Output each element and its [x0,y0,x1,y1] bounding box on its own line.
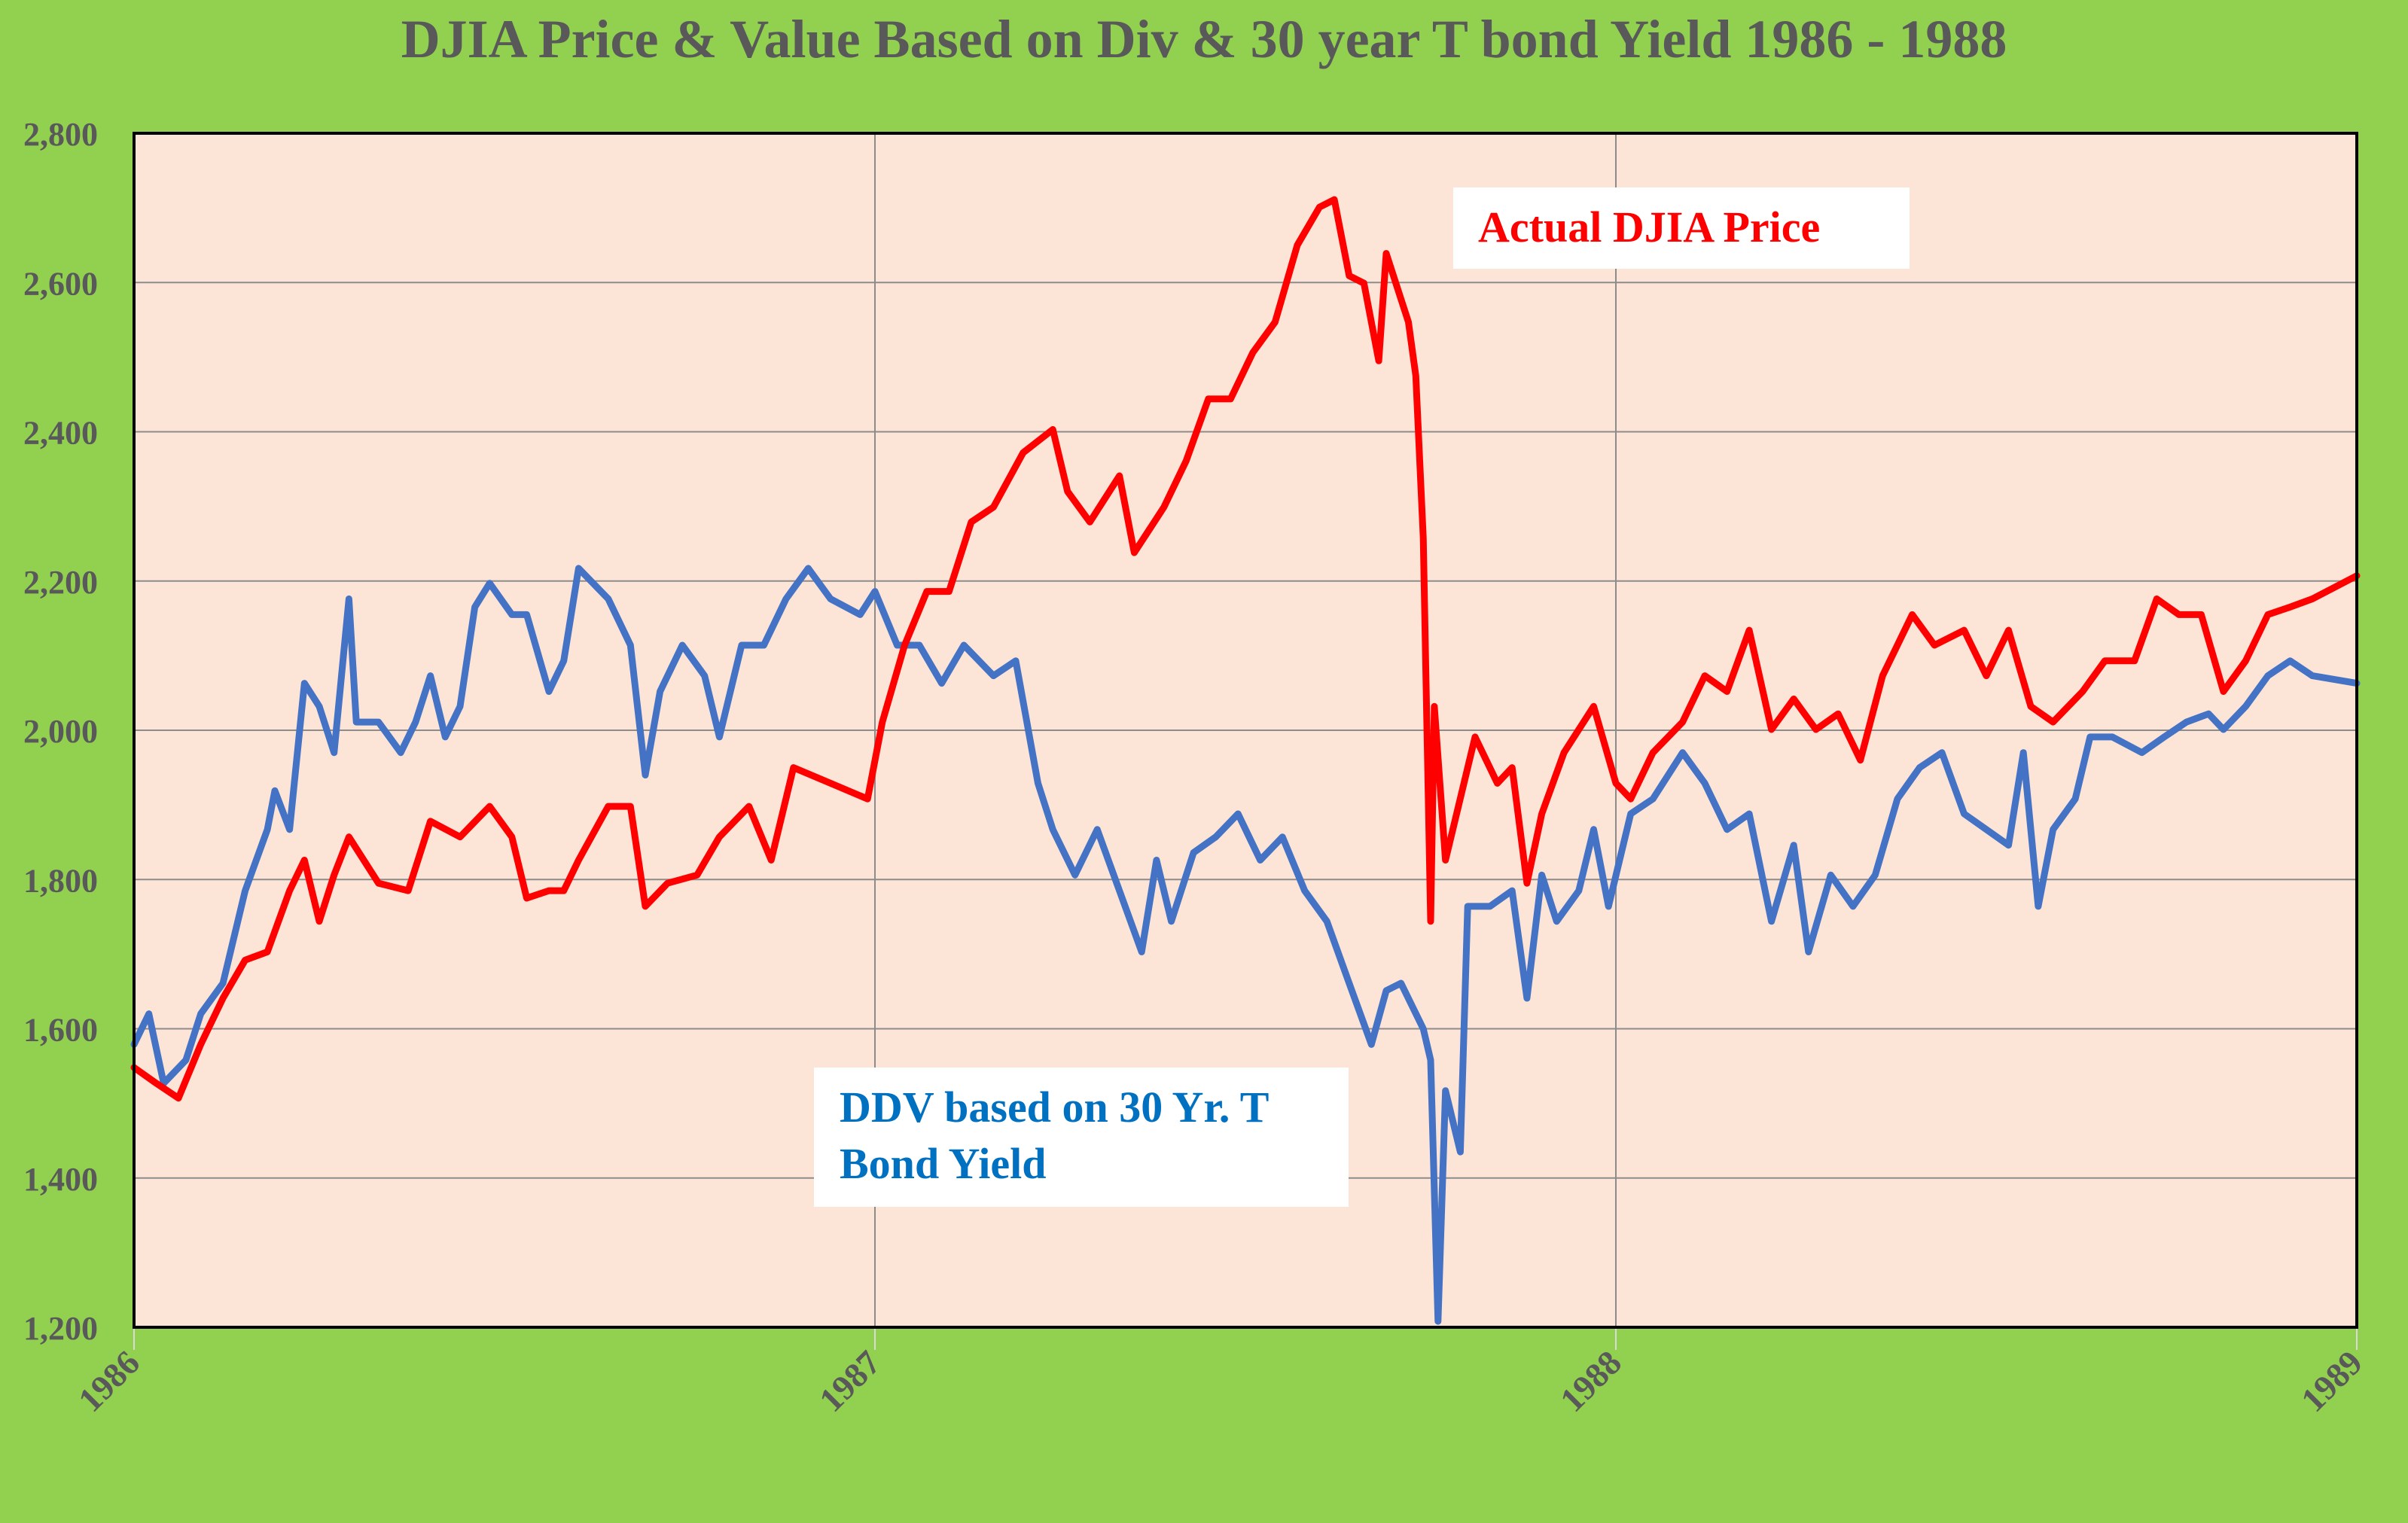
y-tick-label: 2,800 [23,116,98,153]
y-tick-label: 2,600 [23,265,98,302]
y-tick-label: 2,400 [23,415,98,452]
ddv-annotation-line-2: Bond Yield [840,1139,1047,1188]
y-tick-label: 1,400 [23,1161,98,1198]
chart-title: DJIA Price & Value Based on Div & 30 yea… [401,9,2007,69]
y-tick-label: 2,000 [23,713,98,750]
djia-annotation-box [1453,187,1910,269]
y-tick-label: 1,200 [23,1310,98,1347]
ddv-annotation: DDV based on 30 Yr. T Bond Yield [814,1068,1349,1207]
ddv-line [130,565,2361,1325]
ddv-annotation-line-1: DDV based on 30 Yr. T [840,1083,1269,1132]
djia-annotation: Actual DJIA Price [1453,187,1910,269]
y-tick-label: 1,800 [23,862,98,899]
y-tick-label: 2,200 [23,564,98,601]
plot-border [133,132,2358,1329]
djia-line [130,196,2361,1102]
y-tick-label: 1,600 [23,1012,98,1049]
ddv-annotation-box [814,1068,1349,1207]
djia-annotation-text: Actual DJIA Price [1478,203,1820,251]
